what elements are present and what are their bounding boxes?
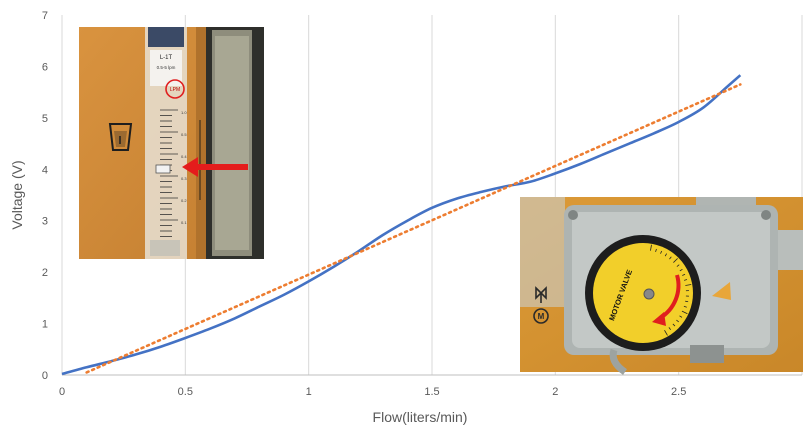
dial-tick xyxy=(664,330,668,336)
motor-valve-photo: MOTOR VALVE M xyxy=(520,197,803,375)
dial-tick xyxy=(679,268,683,272)
y-tick-label: 4 xyxy=(42,164,48,176)
dial-tick xyxy=(685,300,689,303)
flowmeter-label-top: L-1T xyxy=(160,55,173,61)
x-tick-label: 0 xyxy=(59,386,65,398)
y-tick-label: 7 xyxy=(42,10,48,22)
x-tick-label: 2.5 xyxy=(671,386,686,398)
dial-tick xyxy=(655,248,657,252)
scale-label: 0.5 xyxy=(181,132,187,137)
y-axis-title: Voltage (V) xyxy=(9,160,25,229)
dial-tick xyxy=(669,256,672,260)
dial-tick xyxy=(679,315,683,318)
dial-tick xyxy=(664,253,668,257)
x-tick-label: 1 xyxy=(306,386,312,398)
x-axis-title: Flow(liters/min) xyxy=(373,409,468,425)
glass-icon xyxy=(108,123,133,151)
y-tick-label: 6 xyxy=(42,61,48,73)
y-tick-label: 3 xyxy=(42,216,48,228)
series-line-measured xyxy=(61,74,742,376)
dial-tick xyxy=(681,310,688,315)
x-tick-label: 2 xyxy=(552,386,558,398)
y-tick-label: 5 xyxy=(42,113,48,125)
motor-symbol-letter: M xyxy=(538,312,545,321)
y-tick-label: 1 xyxy=(42,319,48,331)
unit-highlight-circle xyxy=(165,79,185,99)
y-tick-label: 0 xyxy=(42,370,48,382)
dial-tick xyxy=(672,323,676,327)
dial-tick xyxy=(650,244,652,251)
series-line-trend xyxy=(85,83,742,374)
scale-label: 1.0 xyxy=(181,110,187,115)
dial-tick xyxy=(668,327,672,330)
dial-tick xyxy=(660,250,663,254)
warning-triangle-icon xyxy=(712,282,731,300)
x-tick-label: 1.5 xyxy=(424,386,439,398)
flowmeter-label-mid: 0.5-5 lpm xyxy=(157,65,176,70)
x-tick-label: 0.5 xyxy=(178,386,193,398)
dial-tick xyxy=(684,279,688,281)
scale-label: 0.1 xyxy=(181,220,187,225)
dial-tick xyxy=(676,319,680,323)
dial-scale xyxy=(650,244,692,336)
y-tick-label: 2 xyxy=(42,267,48,279)
dial-tick xyxy=(685,284,692,286)
valve-symbol-icon: M xyxy=(533,286,549,324)
flowmeter-photo: L-1T 0.5-5 lpm LPM 1.0 0.5 0.4 0.3 0.2 0.1 xyxy=(79,27,264,259)
dial-tick xyxy=(673,258,678,263)
tick-labels: 0 0.5 1 1.5 2 2.5 0 1 2 3 4 5 6 7 xyxy=(42,10,686,398)
dial-tick xyxy=(683,305,687,308)
flowmeter-unit: LPM xyxy=(170,87,180,93)
dial-tick xyxy=(682,273,686,276)
red-arrow-icon xyxy=(182,157,248,177)
scale-label: 0.4 xyxy=(181,154,187,159)
scale-label: 0.2 xyxy=(181,198,187,203)
series-layer xyxy=(61,74,742,376)
dial-tick xyxy=(676,264,680,267)
scale-label: 0.3 xyxy=(181,176,187,181)
